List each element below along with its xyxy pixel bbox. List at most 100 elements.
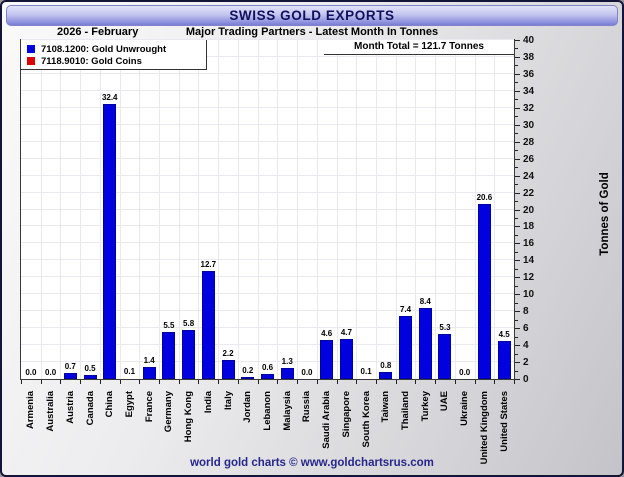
x-tick [356, 380, 358, 384]
x-tick [159, 380, 161, 384]
gridline-h [21, 106, 514, 108]
x-tick [454, 380, 456, 384]
gridline-h [21, 174, 514, 176]
y-tick [515, 336, 518, 338]
gridline-h [21, 344, 514, 346]
gridline-v [356, 40, 358, 379]
bar-value-label: 4.7 [340, 328, 352, 338]
y-tick [515, 311, 520, 313]
bar [103, 104, 117, 379]
x-tick [435, 380, 437, 384]
bar [339, 339, 353, 379]
y-tick [515, 107, 520, 109]
bar [280, 367, 294, 379]
x-tick [60, 380, 62, 384]
y-tick [515, 260, 520, 262]
gridline-v [375, 40, 377, 379]
legend-label: 7118.9010: Gold Coins [41, 55, 142, 67]
bar [379, 372, 393, 379]
x-tick [257, 380, 259, 384]
chart-subtitle: Major Trading Partners - Latest Month In… [185, 26, 439, 38]
y-tick-label: 2 [523, 357, 529, 369]
x-tick [80, 380, 82, 384]
y-tick [515, 234, 518, 236]
gridline-v [159, 40, 161, 379]
gridline-v [60, 40, 62, 379]
y-tick-label: 28 [523, 136, 535, 148]
gridline-v [40, 40, 42, 379]
y-tick-label: 30 [523, 119, 535, 131]
legend-swatch-icon [27, 45, 35, 53]
y-tick [515, 133, 518, 135]
bar-value-label: 0.0 [301, 368, 313, 377]
gridline-v [80, 40, 82, 379]
x-tick [99, 380, 101, 384]
gridline-v [99, 40, 101, 379]
y-tick [515, 175, 520, 177]
gridline-v [395, 40, 397, 379]
bar-value-label: 5.5 [163, 321, 175, 331]
y-tick-label: 10 [523, 289, 535, 301]
bar-value-label: 4.6 [321, 329, 333, 339]
legend: 7108.1200: Gold Unwrought 7118.9010: Gold… [21, 40, 207, 70]
bar [418, 307, 432, 379]
gridline-h [21, 310, 514, 312]
plot-area: 7108.1200: Gold Unwrought 7118.9010: Gold… [20, 39, 515, 380]
bar [63, 373, 77, 379]
y-tick [515, 141, 520, 143]
y-tick [515, 251, 518, 253]
bar-value-label: 0.7 [64, 362, 76, 372]
gridline-h [21, 72, 514, 74]
bar-value-label: 12.7 [200, 260, 217, 270]
x-tick [336, 380, 338, 384]
x-tick [237, 380, 239, 384]
y-tick [515, 116, 518, 118]
bar-value-label: 5.3 [439, 323, 451, 333]
x-tick [178, 380, 180, 384]
y-tick-label: 12 [523, 272, 535, 284]
y-tick-label: 18 [523, 221, 535, 233]
bar-value-label: 1.4 [143, 356, 155, 366]
x-tick [21, 380, 22, 384]
y-tick [515, 167, 518, 169]
bar-value-label: 0.1 [123, 367, 136, 377]
y-tick [515, 243, 520, 245]
y-tick [515, 124, 520, 126]
x-tick [375, 380, 377, 384]
bar [162, 332, 176, 379]
y-tick-label: 34 [523, 85, 535, 97]
y-tick [515, 158, 520, 160]
bar-value-label: 8.4 [419, 296, 431, 306]
month-total-label: Month Total = 121.7 Tonnes [324, 40, 514, 55]
legend-item: 7118.9010: Gold Coins [27, 55, 202, 67]
y-tick [515, 65, 518, 67]
y-tick-label: 22 [523, 187, 535, 199]
footer-credit: world gold charts © www.goldchartsrus.co… [190, 457, 434, 469]
y-tick-label: 14 [523, 255, 535, 267]
y-tick-label: 26 [523, 153, 535, 165]
header-row: 2026 - February Major Trading Partners -… [2, 26, 622, 40]
gridline-h [21, 293, 514, 295]
gridline-v [297, 40, 299, 379]
x-tick [395, 380, 397, 384]
gridline-v [474, 40, 476, 379]
gridline-v [237, 40, 239, 379]
x-tick [139, 380, 141, 384]
y-tick [515, 201, 518, 203]
gridline-v [257, 40, 259, 379]
bar-value-label: 0.6 [261, 362, 274, 372]
gridline-v [415, 40, 417, 379]
y-tick-label: 40 [523, 35, 535, 46]
y-tick-label: 24 [523, 170, 535, 182]
gridline-h [21, 327, 514, 329]
gridline-v [454, 40, 456, 379]
bar-value-label: 0.2 [242, 366, 254, 376]
bar-value-label: 0.1 [360, 367, 372, 377]
y-tick [515, 353, 518, 355]
x-tick [218, 380, 220, 384]
y-tick [515, 99, 518, 101]
x-tick [474, 380, 476, 384]
y-tick [515, 302, 518, 304]
x-tick [277, 380, 279, 384]
